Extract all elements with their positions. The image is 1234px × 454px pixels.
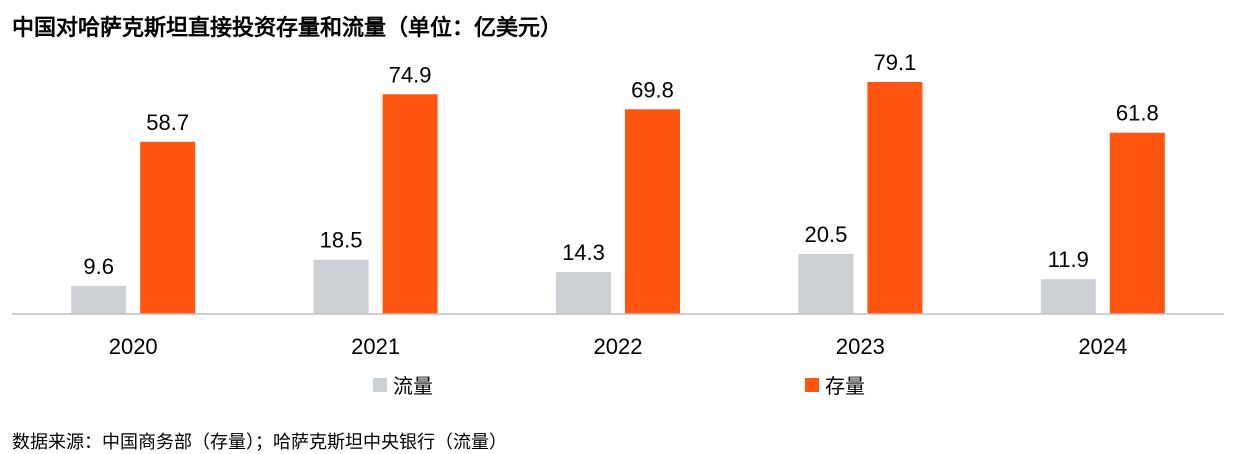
data-label-流量-2022: 14.3 [562,240,605,265]
x-tick-labels: 2020 2021 2022 2023 2024 [109,334,1128,359]
bar-流量-2023 [798,253,854,314]
x-tick-label-2021: 2021 [351,334,400,359]
legend-swatch-流量 [373,378,387,392]
data-label-流量-2021: 18.5 [320,228,363,253]
bar-流量-2020 [71,285,127,314]
bar-流量-2022 [556,272,611,314]
bar-存量-2024 [1109,132,1165,314]
bars-group: 9.6 58.7 18.5 74.9 14.3 69.8 20.5 79.1 11.9 61.8 [71,50,1165,315]
bar-存量-2022 [625,109,680,315]
x-tick-label-2024: 2024 [1078,334,1127,359]
source-note: 数据来源：中国商务部（存量）；哈萨克斯坦中央银行（流量） [12,432,507,453]
data-label-存量-2020: 58.7 [146,110,189,135]
x-tick-label-2022: 2022 [594,334,643,359]
bar-流量-2024 [1040,279,1096,314]
data-label-存量-2023: 79.1 [873,50,916,75]
bar-流量-2021 [313,259,369,314]
data-label-流量-2024: 11.9 [1048,247,1089,272]
chart-title: 中国对哈萨克斯坦直接投资存量和流量（单位：亿美元） [12,16,563,41]
bar-存量-2020 [140,141,196,314]
legend: 流量 存量 [373,374,865,398]
legend-swatch-存量 [805,378,819,392]
bar-存量-2023 [867,81,923,315]
bar-chart: 9.658.718.574.914.369.820.579.111.961.8 … [12,50,1224,398]
data-label-流量-2023: 20.5 [804,222,847,247]
data-label-存量-2021: 74.9 [389,62,432,87]
data-label-存量-2022: 69.8 [631,77,674,102]
legend-label-流量: 流量 [393,374,433,398]
data-label-流量-2020: 9.6 [83,254,114,279]
data-label-存量-2024: 61.8 [1116,101,1159,126]
x-tick-label-2020: 2020 [109,334,158,359]
bar-存量-2021 [382,94,438,314]
x-tick-label-2023: 2023 [836,334,885,359]
legend-label-存量: 存量 [825,374,865,398]
